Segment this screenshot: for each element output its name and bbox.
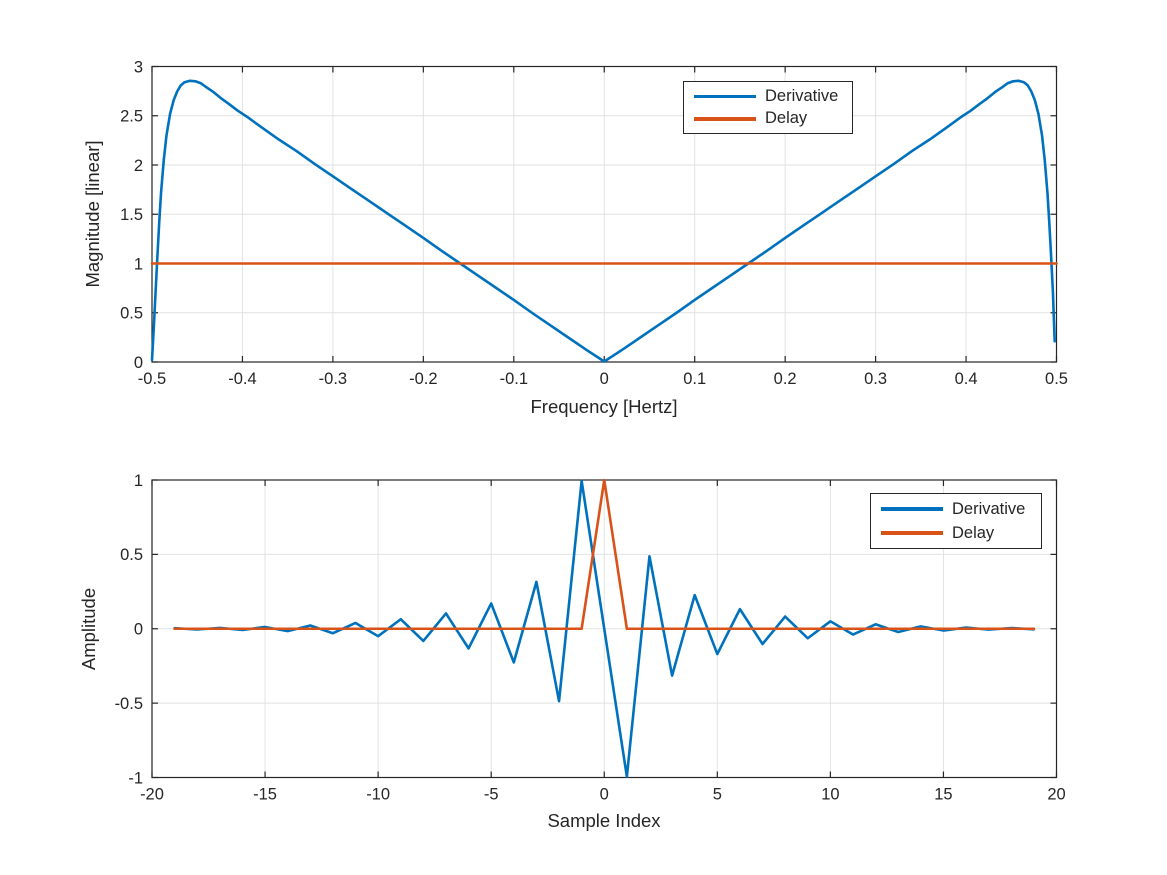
legend-entry-delay: Delay <box>694 108 852 131</box>
y-tick-label: 0.5 <box>120 546 143 564</box>
x-tick-label: -10 <box>366 786 390 804</box>
x-tick-label: -15 <box>253 786 277 804</box>
top-legend: Derivative Delay <box>683 81 853 134</box>
x-tick-label: 0.4 <box>955 370 978 388</box>
x-tick-label: -5 <box>484 786 499 804</box>
delay-line <box>173 478 1036 631</box>
y-tick-label: 2 <box>134 157 143 175</box>
y-tick-label: 2.5 <box>120 108 143 126</box>
derivative-line <box>150 79 1056 363</box>
y-tick-label: 1 <box>134 255 143 273</box>
y-tick-label: -0.5 <box>115 695 143 713</box>
legend-entry-derivative: Derivative <box>881 497 1041 521</box>
x-tick-label: 0.5 <box>1045 370 1068 388</box>
derivative-line-swatch <box>694 94 756 98</box>
y-tick-label: 0 <box>134 354 143 372</box>
top-y-axis-label: Magnitude [linear] <box>82 140 103 288</box>
bottom-chart: -20 -15 -10 -5 0 5 10 15 20 -1 -0.5 0 0.5 1 <box>115 472 1066 804</box>
derivative-line-swatch <box>881 507 943 511</box>
legend-entry-delay: Delay <box>881 521 1041 545</box>
y-tick-label: -1 <box>128 769 143 787</box>
x-tick-label: 20 <box>1047 786 1065 804</box>
x-tick-label: 10 <box>821 786 839 804</box>
legend-label-derivative: Derivative <box>952 499 1026 518</box>
y-tick-label: 1.5 <box>120 206 143 224</box>
delay-line-swatch <box>881 531 943 535</box>
x-tick-label: 0.1 <box>683 370 706 388</box>
x-tick-label: -0.2 <box>409 370 437 388</box>
top-chart: -0.5 -0.4 -0.3 -0.2 -0.1 0 0.1 0.2 0.3 0.4 0.5 0 0.5… <box>120 58 1068 388</box>
x-tick-label: 0.2 <box>774 370 797 388</box>
x-tick-label: -0.1 <box>500 370 528 388</box>
y-tick-label: 0.5 <box>120 305 143 323</box>
y-tick-label: 1 <box>134 472 143 490</box>
x-tick-label: 0.3 <box>864 370 887 388</box>
bottom-x-axis-label: Sample Index <box>547 810 661 831</box>
x-tick-label: -0.5 <box>138 370 166 388</box>
legend-label-delay: Delay <box>952 523 995 542</box>
x-tick-label: -20 <box>140 786 164 804</box>
delay-line-swatch <box>694 117 756 121</box>
x-tick-label: 0 <box>600 370 609 388</box>
legend-entry-derivative: Derivative <box>694 85 852 108</box>
legend-label-derivative: Derivative <box>765 86 839 105</box>
legend-label-delay: Delay <box>765 109 808 128</box>
x-tick-label: 0 <box>600 786 609 804</box>
x-tick-label: -0.3 <box>319 370 347 388</box>
bottom-legend: Derivative Delay <box>870 493 1042 549</box>
bottom-y-axis-label: Amplitude <box>78 587 99 671</box>
x-tick-label: 15 <box>934 786 952 804</box>
x-tick-label: -0.4 <box>228 370 256 388</box>
y-tick-label: 3 <box>134 58 143 76</box>
x-tick-label: 5 <box>713 786 722 804</box>
y-tick-label: 0 <box>134 621 143 639</box>
top-x-axis-label: Frequency [Hertz] <box>530 396 678 417</box>
